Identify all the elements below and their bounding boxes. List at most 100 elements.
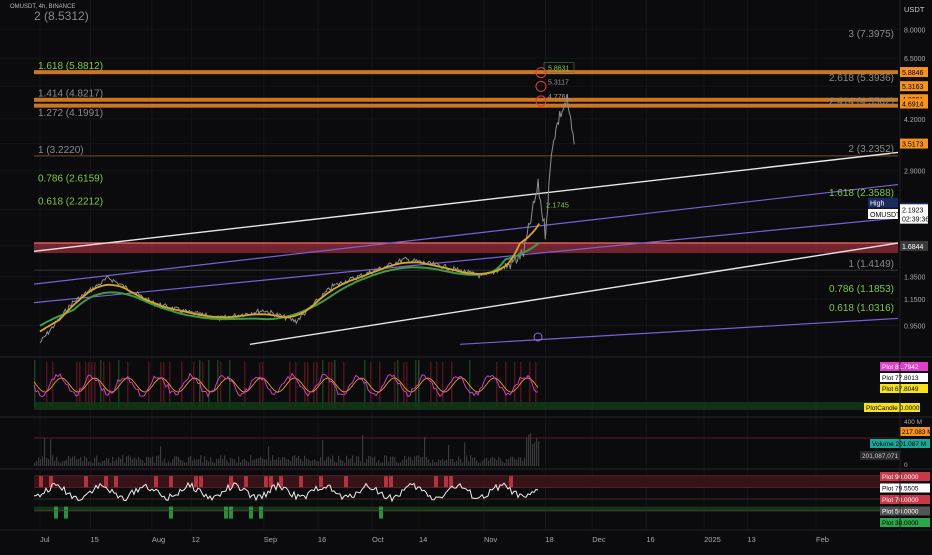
- volume-bar: [328, 456, 330, 466]
- volume-bar: [94, 457, 96, 466]
- rsi-oversold-zone: [34, 506, 900, 512]
- osc-red-bar: [394, 362, 396, 406]
- volume-bar: [414, 456, 416, 466]
- channel-upper-white: [33, 151, 899, 253]
- volume-bar: [176, 456, 178, 466]
- volume-bar: [244, 458, 246, 466]
- rsi-red-block: [279, 475, 283, 488]
- volume-bar: [182, 460, 184, 466]
- fib-right-label: 2.414 (4.5562): [829, 97, 894, 108]
- volume-bar: [72, 456, 74, 466]
- volume-bar: [496, 460, 498, 466]
- volume-bar: [532, 444, 534, 466]
- support-band: [34, 243, 898, 254]
- volume-bar: [88, 461, 90, 466]
- volume-bar: [338, 455, 340, 466]
- volume-bar: [250, 455, 252, 466]
- volume-bar: [468, 461, 470, 466]
- volume-bar: [138, 456, 140, 466]
- volume-bar: [336, 462, 338, 466]
- volume-bar: [380, 462, 382, 466]
- volume-bar: [524, 457, 526, 466]
- volume-bar: [150, 458, 152, 466]
- volume-bar: [502, 461, 504, 466]
- volume-bar: [352, 455, 354, 466]
- volume-bar: [218, 458, 220, 466]
- peak-annotation: 5.3117: [548, 79, 569, 86]
- price-tick-label: 1.3500: [904, 275, 926, 282]
- rsi-green-block: [379, 506, 383, 519]
- osc-green-bar: [217, 360, 219, 408]
- volume-bar: [186, 462, 188, 466]
- rsi-line: [33, 481, 539, 503]
- price-scale-label: 5.8846: [902, 70, 924, 77]
- volume-bar: [422, 456, 424, 466]
- volume-bar: [154, 462, 156, 466]
- channel-purple-2: [33, 217, 899, 304]
- volume-bar: [116, 459, 118, 466]
- volume-bar: [350, 458, 352, 466]
- volume-bar: [82, 461, 84, 466]
- fib-left-label: 1.414 (4.8217): [38, 89, 103, 100]
- volume-bar: [130, 456, 132, 466]
- volume-bar: [344, 462, 346, 466]
- osc-red-bar: [496, 362, 498, 406]
- time-tick-label: 14: [419, 535, 427, 544]
- volume-bar: [232, 458, 234, 466]
- osc-green-bar: [118, 360, 120, 408]
- fib-left-label: 0.786 (2.6159): [38, 174, 103, 185]
- volume-bar: [460, 459, 462, 466]
- rsi-red-block: [194, 475, 198, 488]
- ma-green: [39, 241, 540, 327]
- fib-right-label: 2.618 (5.3936): [829, 73, 894, 84]
- time-tick-label: 15: [91, 535, 99, 544]
- volume-bar: [66, 459, 68, 466]
- volume-bar: [48, 459, 50, 466]
- volume-bar: [96, 455, 98, 466]
- osc-red-bar: [328, 362, 330, 406]
- osc-green-bar: [100, 360, 102, 408]
- price-tick-label: 6.5000: [904, 56, 926, 63]
- volume-bar: [536, 437, 538, 466]
- rsi-green-block: [229, 506, 233, 519]
- volume-bar: [430, 462, 432, 466]
- volume-bar: [428, 459, 430, 466]
- volume-bar: [284, 457, 286, 466]
- volume-tick-label: 0: [904, 462, 908, 469]
- volume-bar: [280, 459, 282, 466]
- osc-red-bar: [160, 362, 162, 406]
- time-tick-label: 13: [747, 535, 755, 544]
- volume-bar: [388, 461, 390, 466]
- price-scale-badge: [900, 98, 928, 109]
- rsi-red-block: [49, 475, 53, 488]
- osc-red-bar: [88, 362, 90, 406]
- volume-bar: [160, 446, 162, 466]
- peak-marker-circle: [535, 95, 547, 107]
- volume-bar: [86, 457, 88, 466]
- fib-left-label: 1.618 (5.8812): [38, 61, 103, 72]
- volume-bar: [440, 460, 442, 466]
- volume-bar: [148, 457, 150, 466]
- volume-bar: [446, 459, 448, 466]
- volume-bar: [188, 457, 190, 466]
- volume-value-label: Volume 201.087 M: [872, 441, 926, 448]
- volume-bar: [406, 459, 408, 466]
- price-scale-badge: [868, 197, 898, 208]
- volume-bar: [276, 459, 278, 466]
- channel-purple-3: [459, 317, 899, 345]
- volume-bar: [282, 456, 284, 466]
- volume-bar: [114, 461, 116, 466]
- fib-right-label: 1.618 (2.3588): [829, 188, 894, 199]
- osc-red-bar: [529, 362, 531, 406]
- rsi-badge: [880, 506, 930, 516]
- volume-bar: [268, 446, 270, 466]
- rsi-red-block: [244, 475, 248, 488]
- osc-red-bar: [46, 362, 48, 406]
- volume-bar: [40, 459, 42, 466]
- osc-red-bar: [442, 362, 444, 406]
- volume-bar: [178, 457, 180, 466]
- osc-red-bar: [343, 362, 345, 406]
- volume-bar: [134, 457, 136, 466]
